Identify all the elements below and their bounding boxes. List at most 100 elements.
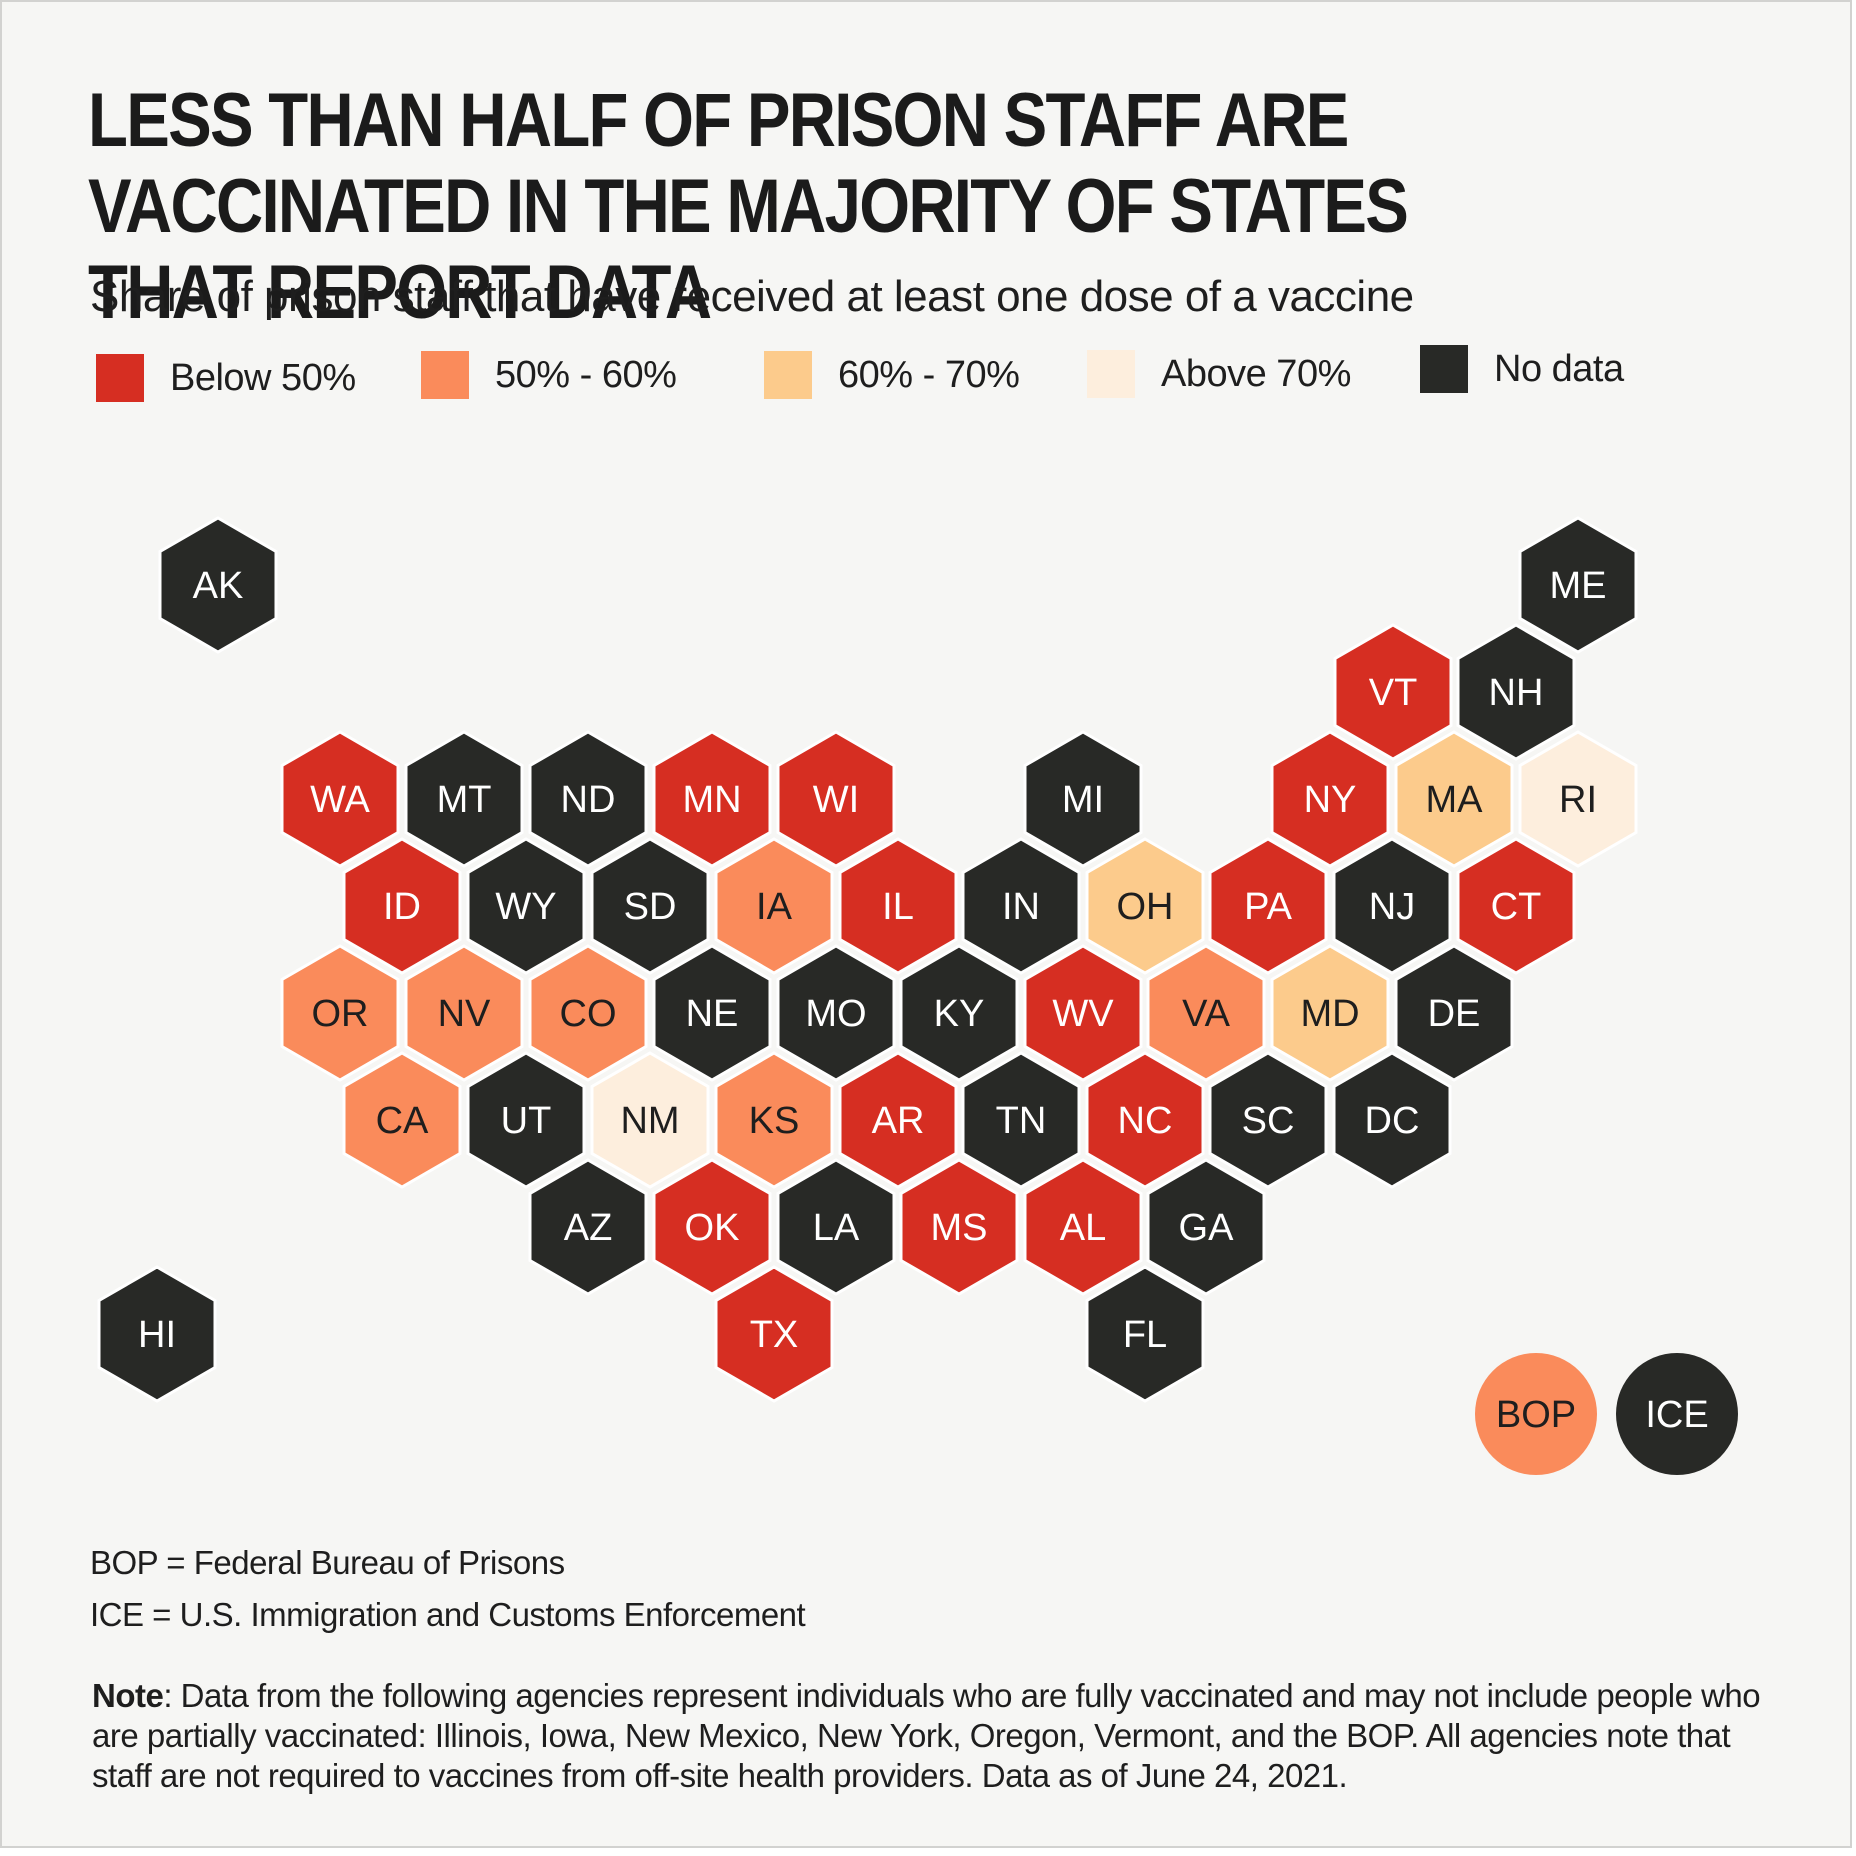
agency-circle-bop: BOP: [1475, 1353, 1597, 1475]
state-hex-shape: [1023, 730, 1143, 868]
state-hex-shape: [1085, 1051, 1205, 1189]
legend-label-above70: Above 70%: [1161, 352, 1351, 395]
state-hex-label: CA: [376, 1100, 429, 1142]
state-hex-shape: [404, 944, 524, 1082]
legend-item-60to70: 60% - 70%: [764, 351, 1020, 399]
state-hex-shape: [466, 1051, 586, 1189]
state-hex-shape: [961, 1051, 1081, 1189]
agency-circle-shape: [1475, 1353, 1597, 1475]
state-hex-shape: [1333, 623, 1453, 761]
state-hex-shape: [528, 730, 648, 868]
state-hex-mo: MO: [776, 944, 896, 1082]
state-hex-mt: MT: [404, 730, 524, 868]
state-hex-label: CO: [560, 993, 617, 1035]
state-hex-shape: [280, 730, 400, 868]
state-hex-shape: [776, 1158, 896, 1296]
state-hex-label: OR: [312, 993, 369, 1035]
state-hex-label: NH: [1489, 672, 1544, 714]
state-hex-ky: KY: [899, 944, 1019, 1082]
state-hex-vt: VT: [1333, 623, 1453, 761]
state-hex-shape: [714, 837, 834, 975]
state-hex-label: WV: [1052, 993, 1114, 1035]
state-hex-label: MD: [1300, 993, 1359, 1035]
state-hex-ia: IA: [714, 837, 834, 975]
state-hex-label: ND: [561, 779, 616, 821]
legend-item-below50: Below 50%: [96, 354, 356, 402]
state-hex-shape: [652, 1158, 772, 1296]
agency-circle-label: BOP: [1496, 1394, 1576, 1436]
state-hex-shape: [961, 837, 1081, 975]
state-hex-label: ME: [1550, 565, 1607, 607]
state-hex-mn: MN: [652, 730, 772, 868]
state-hex-shape: [1332, 1051, 1452, 1189]
chart-subtitle: Share of prison staff that have received…: [90, 272, 1414, 321]
state-hex-label: NY: [1304, 779, 1357, 821]
state-hex-label: RI: [1559, 779, 1597, 821]
state-hex-md: MD: [1270, 944, 1390, 1082]
state-hex-label: NM: [620, 1100, 679, 1142]
state-hex-label: OK: [685, 1207, 740, 1249]
state-hex-label: SC: [1242, 1100, 1295, 1142]
state-hex-label: AL: [1060, 1207, 1106, 1249]
state-hex-dc: DC: [1332, 1051, 1452, 1189]
agency-circle-shape: [1616, 1353, 1738, 1475]
state-hex-shape: [97, 1265, 217, 1403]
state-hex-ak: AK: [158, 516, 278, 654]
state-hex-nh: NH: [1456, 623, 1576, 761]
state-hex-wv: WV: [1023, 944, 1143, 1082]
state-hex-oh: OH: [1085, 837, 1205, 975]
state-hex-label: MI: [1062, 779, 1104, 821]
footnote-ice: ICE = U.S. Immigration and Customs Enfor…: [90, 1596, 806, 1633]
state-hex-label: ID: [383, 886, 421, 928]
state-hex-shape: [899, 944, 1019, 1082]
state-hex-label: WY: [495, 886, 556, 928]
note-label: Note: [92, 1677, 164, 1714]
state-hex-il: IL: [838, 837, 958, 975]
state-hex-me: ME: [1518, 516, 1638, 654]
state-hex-nv: NV: [404, 944, 524, 1082]
state-hex-shape: [652, 944, 772, 1082]
state-hex-label: MN: [682, 779, 741, 821]
state-hex-shape: [776, 944, 896, 1082]
state-hex-label: TN: [996, 1100, 1047, 1142]
state-hex-label: FL: [1123, 1314, 1167, 1356]
legend-swatch-60to70: [764, 351, 812, 399]
state-hex-shape: [342, 837, 462, 975]
state-hex-ca: CA: [342, 1051, 462, 1189]
state-hex-shape: [590, 837, 710, 975]
state-hex-shape: [158, 516, 278, 654]
state-hex-de: DE: [1394, 944, 1514, 1082]
footnote-bop: BOP = Federal Bureau of Prisons: [90, 1544, 565, 1581]
chart-title: LESS THAN HALF OF PRISON STAFF ARE VACCI…: [88, 78, 1409, 335]
state-hex-label: KS: [749, 1100, 800, 1142]
state-hex-label: LA: [813, 1207, 860, 1249]
legend-swatch-50to60: [421, 351, 469, 399]
state-hex-shape: [528, 944, 648, 1082]
state-hex-id: ID: [342, 837, 462, 975]
state-hex-mi: MI: [1023, 730, 1143, 868]
state-hex-shape: [1456, 837, 1576, 975]
state-hex-label: NC: [1118, 1100, 1173, 1142]
state-hex-shape: [1332, 837, 1452, 975]
state-hex-label: NJ: [1369, 886, 1415, 928]
state-hex-ne: NE: [652, 944, 772, 1082]
state-hex-label: AK: [193, 565, 244, 607]
state-hex-shape: [776, 730, 896, 868]
state-hex-ut: UT: [466, 1051, 586, 1189]
state-hex-shape: [1270, 944, 1390, 1082]
state-hex-shape: [1456, 623, 1576, 761]
state-hex-label: IN: [1002, 886, 1040, 928]
state-hex-label: NE: [686, 993, 739, 1035]
state-hex-la: LA: [776, 1158, 896, 1296]
state-hex-shape: [1518, 730, 1638, 868]
legend-item-nodata: No data: [1420, 345, 1624, 393]
state-hex-label: UT: [501, 1100, 552, 1142]
state-hex-shape: [1518, 516, 1638, 654]
legend-label-50to60: 50% - 60%: [495, 353, 677, 396]
state-hex-label: IL: [882, 886, 914, 928]
legend-swatch-nodata: [1420, 345, 1468, 393]
state-hex-label: HI: [138, 1314, 176, 1356]
state-hex-ga: GA: [1146, 1158, 1266, 1296]
state-hex-shape: [1146, 1158, 1266, 1296]
state-hex-va: VA: [1146, 944, 1266, 1082]
